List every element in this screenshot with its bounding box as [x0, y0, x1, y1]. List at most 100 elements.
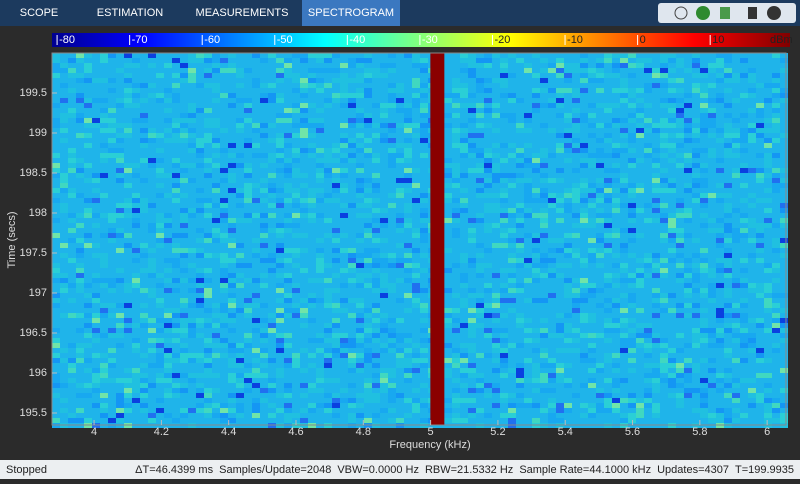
cell	[396, 183, 404, 188]
cell	[228, 58, 236, 63]
cell	[132, 308, 140, 313]
cell	[476, 53, 484, 58]
cell	[388, 288, 396, 293]
cell	[228, 163, 236, 168]
cell	[596, 248, 604, 253]
cell	[308, 63, 316, 68]
cell	[188, 268, 196, 273]
cell	[716, 78, 724, 83]
cell	[180, 273, 188, 278]
cell	[340, 128, 348, 133]
cell	[268, 73, 276, 78]
cell	[116, 238, 124, 243]
cell	[84, 268, 92, 273]
cell	[236, 153, 244, 158]
cell	[508, 103, 516, 108]
cell	[260, 273, 268, 278]
cell	[324, 128, 332, 133]
cell	[732, 113, 740, 118]
cell	[180, 233, 188, 238]
cell	[132, 258, 140, 263]
cell	[604, 283, 612, 288]
cell	[468, 98, 476, 103]
cell	[156, 103, 164, 108]
cell	[748, 228, 756, 233]
cell	[692, 183, 700, 188]
cell	[324, 93, 332, 98]
cell	[148, 78, 156, 83]
cell	[340, 163, 348, 168]
cell	[68, 188, 76, 193]
cell	[524, 288, 532, 293]
cell	[260, 283, 268, 288]
cell	[108, 158, 116, 163]
stop-button[interactable]	[748, 7, 757, 19]
cell	[172, 68, 180, 73]
help-button[interactable]	[767, 6, 781, 20]
cell	[644, 58, 652, 63]
cell	[284, 268, 292, 273]
cell	[204, 63, 212, 68]
cell	[228, 83, 236, 88]
cell	[644, 278, 652, 283]
cell	[724, 308, 732, 313]
cell	[692, 123, 700, 128]
cell	[468, 258, 476, 263]
cell	[196, 253, 204, 258]
cell	[180, 153, 188, 158]
cell	[724, 198, 732, 203]
cell	[580, 233, 588, 238]
cell	[444, 93, 452, 98]
cell	[332, 168, 340, 173]
cell	[452, 53, 460, 58]
cell	[300, 118, 308, 123]
cell	[404, 63, 412, 68]
run-button[interactable]	[696, 6, 710, 20]
cell	[588, 158, 596, 163]
cell	[84, 258, 92, 263]
cell	[508, 203, 516, 208]
cell	[92, 283, 100, 288]
cell	[676, 213, 684, 218]
cell	[388, 263, 396, 268]
cell	[84, 228, 92, 233]
cell	[556, 188, 564, 193]
cell	[356, 168, 364, 173]
cell	[764, 93, 772, 98]
cell	[100, 318, 108, 323]
cell	[68, 178, 76, 183]
cell	[348, 143, 356, 148]
cell	[540, 78, 548, 83]
cell	[76, 288, 84, 293]
cell	[700, 213, 708, 218]
cell	[756, 178, 764, 183]
cell	[292, 183, 300, 188]
cell	[524, 203, 532, 208]
cell	[740, 233, 748, 238]
cell	[236, 173, 244, 178]
cell	[468, 233, 476, 238]
cell	[516, 83, 524, 88]
step-button[interactable]	[720, 7, 730, 19]
cell	[628, 148, 636, 153]
cell	[452, 98, 460, 103]
cell	[268, 188, 276, 193]
cell	[196, 113, 204, 118]
cell	[340, 278, 348, 283]
cell	[356, 68, 364, 73]
cell	[716, 263, 724, 268]
cell	[60, 128, 68, 133]
cell	[60, 103, 68, 108]
cell	[404, 88, 412, 93]
cell	[124, 98, 132, 103]
cell	[308, 53, 316, 58]
cell	[68, 293, 76, 298]
cell	[660, 273, 668, 278]
cell	[220, 103, 228, 108]
cell	[60, 283, 68, 288]
cell	[100, 83, 108, 88]
snapshot-button[interactable]	[674, 6, 688, 20]
cell	[724, 123, 732, 128]
cell	[684, 208, 692, 213]
cell	[276, 73, 284, 78]
